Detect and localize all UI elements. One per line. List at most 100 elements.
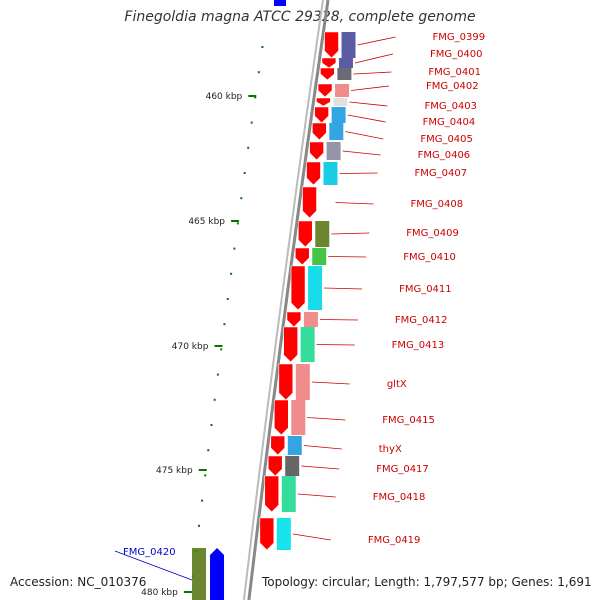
ruler-label: 480 kbp bbox=[141, 588, 178, 598]
ruler-label: 465 kbp bbox=[188, 217, 225, 227]
cog-bar-fmg_0403 bbox=[333, 98, 348, 106]
gene-arrow-fmg_0407 bbox=[306, 161, 321, 186]
cog-bar-fmg_0399 bbox=[341, 32, 356, 58]
ruler-label: 470 kbp bbox=[172, 342, 209, 352]
gene-arrow-fmg_0411 bbox=[290, 265, 306, 311]
gene-label-fmg_0417: FMG_0417 bbox=[376, 464, 429, 475]
cog-bar-fmg_0408 bbox=[319, 187, 334, 218]
gene-label-fmg_0402: FMG_0402 bbox=[426, 81, 479, 92]
gene-arrow-fmg_0404 bbox=[314, 106, 329, 124]
minor-tick bbox=[210, 424, 213, 426]
label-leader-line bbox=[347, 114, 386, 123]
minor-tick bbox=[243, 172, 246, 174]
gene-label-fmg_0401: FMG_0401 bbox=[428, 67, 481, 78]
gene-arrow-fmg_0399 bbox=[324, 31, 339, 59]
backbone-line-inner bbox=[242, 0, 324, 600]
cog-bar-fmg_0419 bbox=[276, 518, 291, 550]
minor-tick bbox=[216, 373, 219, 376]
gene-label-fmg_0408: FMG_0408 bbox=[411, 199, 464, 210]
label-leader-line bbox=[354, 53, 394, 64]
minor-tick bbox=[250, 121, 253, 124]
cog-bar-fmg_0412 bbox=[303, 312, 318, 327]
label-leader-line bbox=[301, 465, 340, 470]
cog-bar-fmg_0415 bbox=[291, 400, 306, 435]
label-leader-line bbox=[339, 172, 378, 174]
gene-label-fmg_0410: FMG_0410 bbox=[403, 252, 456, 263]
gene-arrow-fmg_0409 bbox=[297, 220, 313, 248]
label-leader-line bbox=[328, 256, 367, 258]
minor-tick bbox=[261, 46, 264, 48]
minor-tick bbox=[233, 247, 236, 250]
gene-label-fmg_0404: FMG_0404 bbox=[423, 117, 476, 128]
gene-arrow-top-fragment bbox=[274, 0, 286, 6]
map-title: Finegoldia magna ATCC 29328, complete ge… bbox=[124, 9, 476, 25]
cog-bar-fmg_0411 bbox=[308, 266, 323, 310]
gene-label-fmg_0400: FMG_0400 bbox=[430, 49, 483, 60]
gene-arrow-fmg_0415 bbox=[273, 399, 289, 436]
label-leader-line bbox=[349, 101, 388, 107]
gene-arrow-fmg_0403 bbox=[316, 97, 331, 107]
gene-label-fmg_0413: FMG_0413 bbox=[392, 340, 445, 351]
label-leader-line bbox=[292, 533, 331, 541]
ruler-ticks: 460 kbp 465 kbp 470 kbp 475 kbp 480 kbp bbox=[141, 46, 264, 598]
gene-arrow-fmg_0401 bbox=[320, 67, 335, 81]
cog-bar-fmg_0401 bbox=[337, 68, 352, 80]
gene-arrows bbox=[210, 0, 339, 600]
gene-arrow-fmg_0417 bbox=[267, 455, 283, 477]
accession-text: Accession: NC_010376 bbox=[10, 575, 147, 589]
gene-label-fmg_0403: FMG_0403 bbox=[424, 101, 477, 112]
minor-tick bbox=[207, 449, 210, 452]
minor-tick bbox=[230, 272, 233, 275]
minor-tick bbox=[247, 146, 250, 149]
gene-label-fmg_0418: FMG_0418 bbox=[373, 492, 426, 503]
genome-summary-text: Topology: circular; Length: 1,797,577 bp… bbox=[262, 575, 592, 589]
cog-bar-fmg_0405 bbox=[329, 123, 344, 140]
genome-backbone bbox=[242, 0, 330, 600]
gene-arrow-fmg_0410 bbox=[294, 247, 310, 266]
minor-tick bbox=[213, 398, 216, 401]
cog-color-track bbox=[192, 32, 356, 600]
minor-tick bbox=[257, 71, 260, 74]
cog-bar-gltx bbox=[295, 364, 310, 400]
label-leader-line bbox=[331, 232, 370, 235]
minor-tick bbox=[198, 524, 200, 527]
gene-label-fmg_0406: FMG_0406 bbox=[418, 150, 471, 161]
label-leader-line bbox=[319, 319, 358, 321]
gene-arrow-fmg_0419 bbox=[259, 517, 275, 551]
cog-bar-fmg_0409 bbox=[315, 221, 330, 247]
minor-tick bbox=[204, 474, 207, 477]
label-leader-line bbox=[357, 36, 396, 46]
label-leader-line bbox=[342, 150, 381, 156]
ruler-label: 475 kbp bbox=[156, 466, 193, 476]
gene-label-fmg_0409: FMG_0409 bbox=[406, 228, 459, 239]
cog-bar-fmg_0407 bbox=[323, 162, 338, 185]
cog-bar-fmg_0402 bbox=[335, 84, 350, 97]
gene-arrow-fmg_0418 bbox=[264, 475, 280, 513]
minor-tick bbox=[226, 298, 229, 300]
minor-tick bbox=[254, 96, 257, 99]
gene-arrow-thyx bbox=[270, 435, 286, 456]
ruler-label: 460 kbp bbox=[206, 92, 243, 102]
gene-arrow-fmg_0412 bbox=[286, 311, 302, 328]
cog-bar-fmg_0413 bbox=[300, 327, 315, 362]
label-leader-line bbox=[324, 287, 363, 290]
label-leader-line bbox=[303, 445, 342, 450]
backbone-line-outer bbox=[247, 0, 330, 600]
cog-bar-thyx bbox=[287, 436, 302, 455]
gene-label-gltx: gltX bbox=[387, 379, 407, 390]
cog-bar-fmg_0418 bbox=[281, 476, 296, 512]
label-leader-line bbox=[351, 85, 390, 91]
label-leader-line bbox=[307, 417, 346, 421]
minor-tick bbox=[240, 197, 243, 200]
cog-bar-fmg_0406 bbox=[326, 142, 341, 160]
gene-arrow-fmg_0402 bbox=[317, 83, 333, 98]
gene-label-fmg_0419: FMG_0419 bbox=[368, 535, 421, 546]
gene-label-fmg_0420: FMG_0420 bbox=[123, 547, 176, 558]
gene-label-fmg_0399: FMG_0399 bbox=[433, 32, 486, 43]
label-leader-line bbox=[311, 381, 350, 385]
gene-label-thyx: thyX bbox=[379, 444, 402, 455]
gene-arrow-fmg_0405 bbox=[312, 122, 327, 141]
minor-tick bbox=[223, 323, 226, 326]
label-leader-line bbox=[345, 131, 384, 140]
